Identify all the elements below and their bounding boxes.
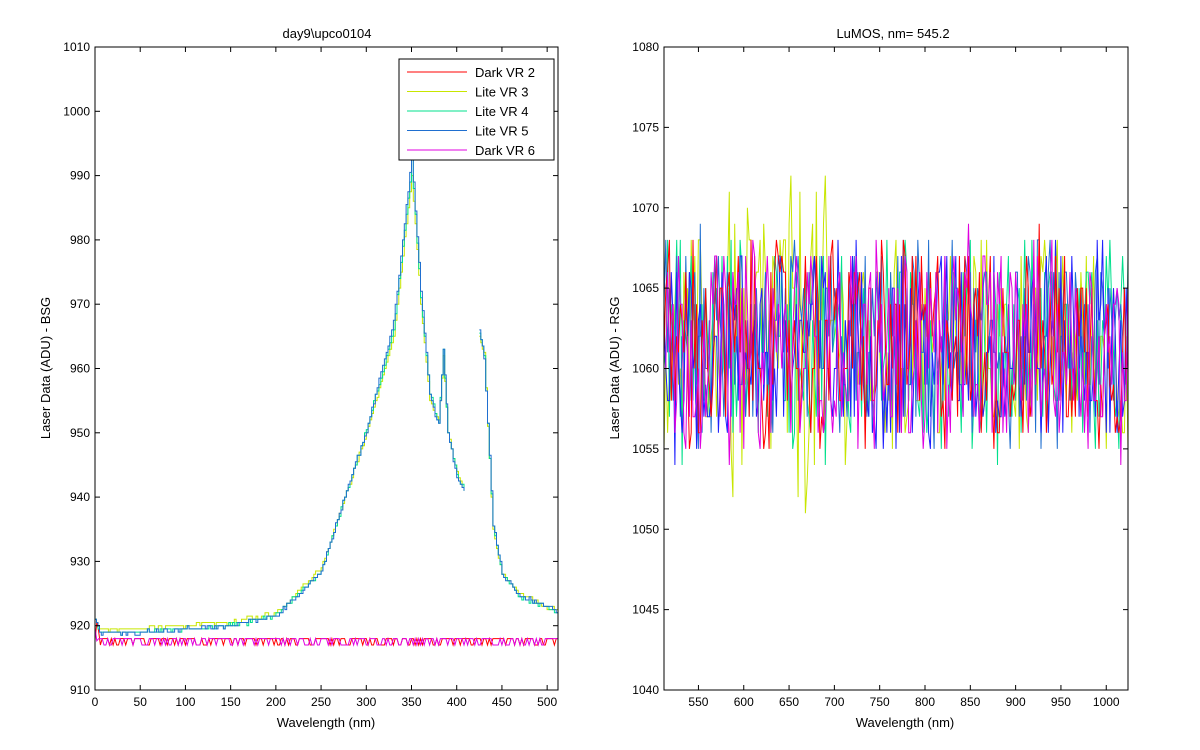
y-tick-label: 970 (70, 297, 90, 311)
y-tick-label: 1075 (632, 120, 659, 134)
x-tick-label: 450 (492, 695, 512, 709)
y-tick-label: 990 (70, 169, 90, 183)
series-line-2-seg-0 (95, 159, 465, 636)
x-tick-label: 900 (1006, 695, 1026, 709)
legend-label: Lite VR 4 (475, 104, 528, 119)
legend-label: Dark VR 2 (475, 65, 535, 80)
legend-box (398, 58, 555, 161)
noise-series-4 (664, 239, 1128, 466)
x-tick-label: 250 (311, 695, 331, 709)
x-tick-label: 500 (537, 695, 557, 709)
right-series-lines (664, 175, 1128, 514)
right-chart-title: LuMOS, nm= 545.2 (836, 26, 949, 41)
y-tick-label: 1010 (63, 40, 90, 54)
x-tick-label: 600 (734, 695, 754, 709)
x-tick-label: 150 (221, 695, 241, 709)
y-tick-label: 1055 (632, 442, 659, 456)
x-tick-label: 1000 (1093, 695, 1120, 709)
x-tick-label: 650 (779, 695, 799, 709)
x-tick-label: 400 (447, 695, 467, 709)
y-tick-label: 1060 (632, 362, 659, 376)
y-tick-label: 1040 (632, 683, 659, 697)
noise-series-5 (664, 223, 1128, 466)
x-tick-label: 50 (134, 695, 148, 709)
y-tick-label: 960 (70, 362, 90, 376)
y-tick-label: 920 (70, 619, 90, 633)
y-tick-label: 1070 (632, 201, 659, 215)
y-tick-label: 1050 (632, 522, 659, 536)
y-tick-label: 910 (70, 683, 90, 697)
series-line-4 (95, 628, 558, 647)
legend: Dark VR 2 Lite VR 3 Lite VR 4 Lite VR 5 Dark… (398, 58, 555, 161)
left-series-lines (95, 152, 558, 647)
legend-label: Dark VR 6 (475, 143, 535, 158)
y-tick-label: 1065 (632, 281, 659, 295)
x-tick-label: 550 (688, 695, 708, 709)
x-tick-label: 350 (401, 695, 421, 709)
left-x-axis-label: Wavelength (nm) (277, 715, 376, 730)
y-tick-label: 950 (70, 426, 90, 440)
y-tick-label: 940 (70, 490, 90, 504)
x-tick-label: 0 (92, 695, 99, 709)
x-tick-label: 100 (175, 695, 195, 709)
left-chart-title: day9\upco0104 (283, 26, 372, 41)
y-tick-label: 1080 (632, 40, 659, 54)
series-line-3-seg-1 (479, 329, 558, 614)
y-tick-label: 980 (70, 233, 90, 247)
left-chart: day9\upco0104 0 50 100 150 200 250 300 350 400 45… (38, 26, 559, 730)
series-line-3-seg-0 (95, 152, 465, 636)
right-x-axis-label: Wavelength (nm) (856, 715, 955, 730)
x-tick-label: 800 (915, 695, 935, 709)
x-tick-label: 700 (824, 695, 844, 709)
series-line-1-seg-0 (95, 175, 465, 633)
legend-label: Lite VR 5 (475, 124, 528, 139)
right-axis-ticks: 550 600 650 700 750 800 850 900 950 1000 1040 1045 1… (632, 40, 1128, 709)
y-tick-label: 930 (70, 554, 90, 568)
left-axis-ticks: 0 50 100 150 200 250 300 350 400 450 500 910 920 930 9… (63, 40, 558, 709)
legend-label: Lite VR 3 (475, 85, 528, 100)
x-tick-label: 200 (266, 695, 286, 709)
right-chart: LuMOS, nm= 545.2 550 600 650 700 750 800 850 90… (607, 26, 1129, 730)
left-y-axis-label: Laser Data (ADU) - BSG (38, 297, 53, 439)
y-tick-label: 1000 (63, 104, 90, 118)
x-tick-label: 950 (1051, 695, 1071, 709)
x-tick-label: 300 (356, 695, 376, 709)
right-y-axis-label: Laser Data (ADU) - RSG (607, 296, 622, 439)
x-tick-label: 750 (870, 695, 890, 709)
x-tick-label: 850 (960, 695, 980, 709)
y-tick-label: 1045 (632, 603, 659, 617)
